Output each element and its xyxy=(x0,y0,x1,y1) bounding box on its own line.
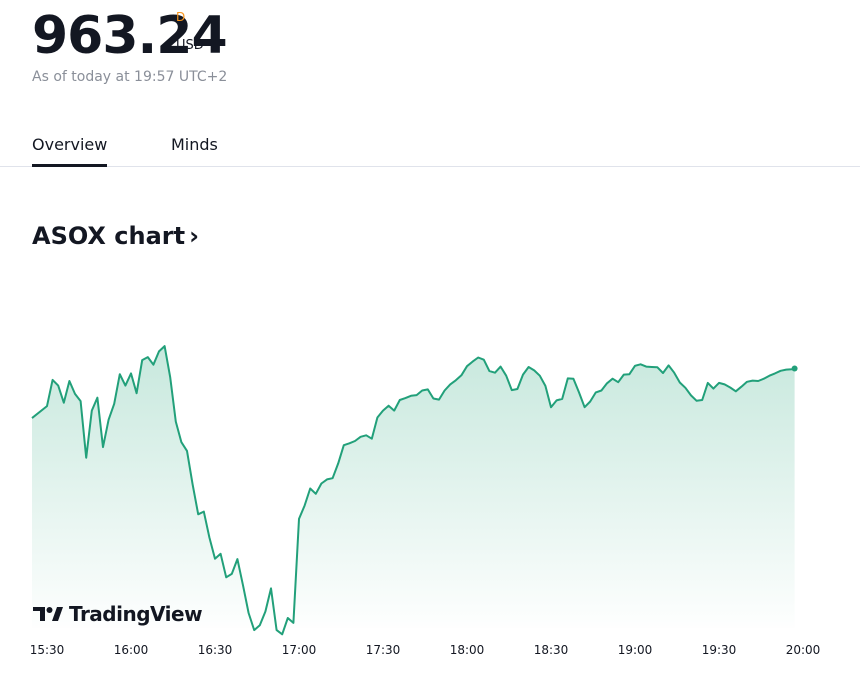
x-tick-label: 16:30 xyxy=(198,643,233,657)
x-tick-label: 20:00 xyxy=(786,643,821,657)
x-tick-label: 18:00 xyxy=(450,643,485,657)
last-price: 963.24 xyxy=(32,6,228,66)
chart-title-link[interactable]: ASOX chart › xyxy=(32,222,199,250)
x-tick-label: 17:30 xyxy=(366,643,401,657)
currency-label: USD xyxy=(176,38,204,53)
price-series-line xyxy=(31,345,795,636)
as-of-timestamp: As of today at 19:57 UTC+2 xyxy=(32,69,228,85)
chevron-right-icon: › xyxy=(189,222,199,250)
x-tick-label: 19:00 xyxy=(618,643,653,657)
tradingview-logo-icon xyxy=(33,607,63,621)
last-price-marker xyxy=(791,365,798,372)
chart-title-text: ASOX chart xyxy=(32,222,186,250)
x-tick-label: 19:30 xyxy=(702,643,737,657)
tab-overview[interactable]: Overview xyxy=(32,135,108,167)
tradingview-logo[interactable]: TradingView xyxy=(33,602,203,626)
tab-bar: Overview Minds xyxy=(0,118,860,167)
delayed-badge: D xyxy=(176,10,186,24)
price-area-fill xyxy=(32,346,795,635)
x-tick-label: 15:30 xyxy=(30,643,65,657)
x-tick-label: 18:30 xyxy=(534,643,569,657)
price-header: 963.24 xyxy=(32,6,228,66)
tab-minds[interactable]: Minds xyxy=(171,135,218,154)
x-tick-label: 17:00 xyxy=(282,643,317,657)
tradingview-wordmark: TradingView xyxy=(69,602,203,626)
x-tick-label: 16:00 xyxy=(114,643,149,657)
